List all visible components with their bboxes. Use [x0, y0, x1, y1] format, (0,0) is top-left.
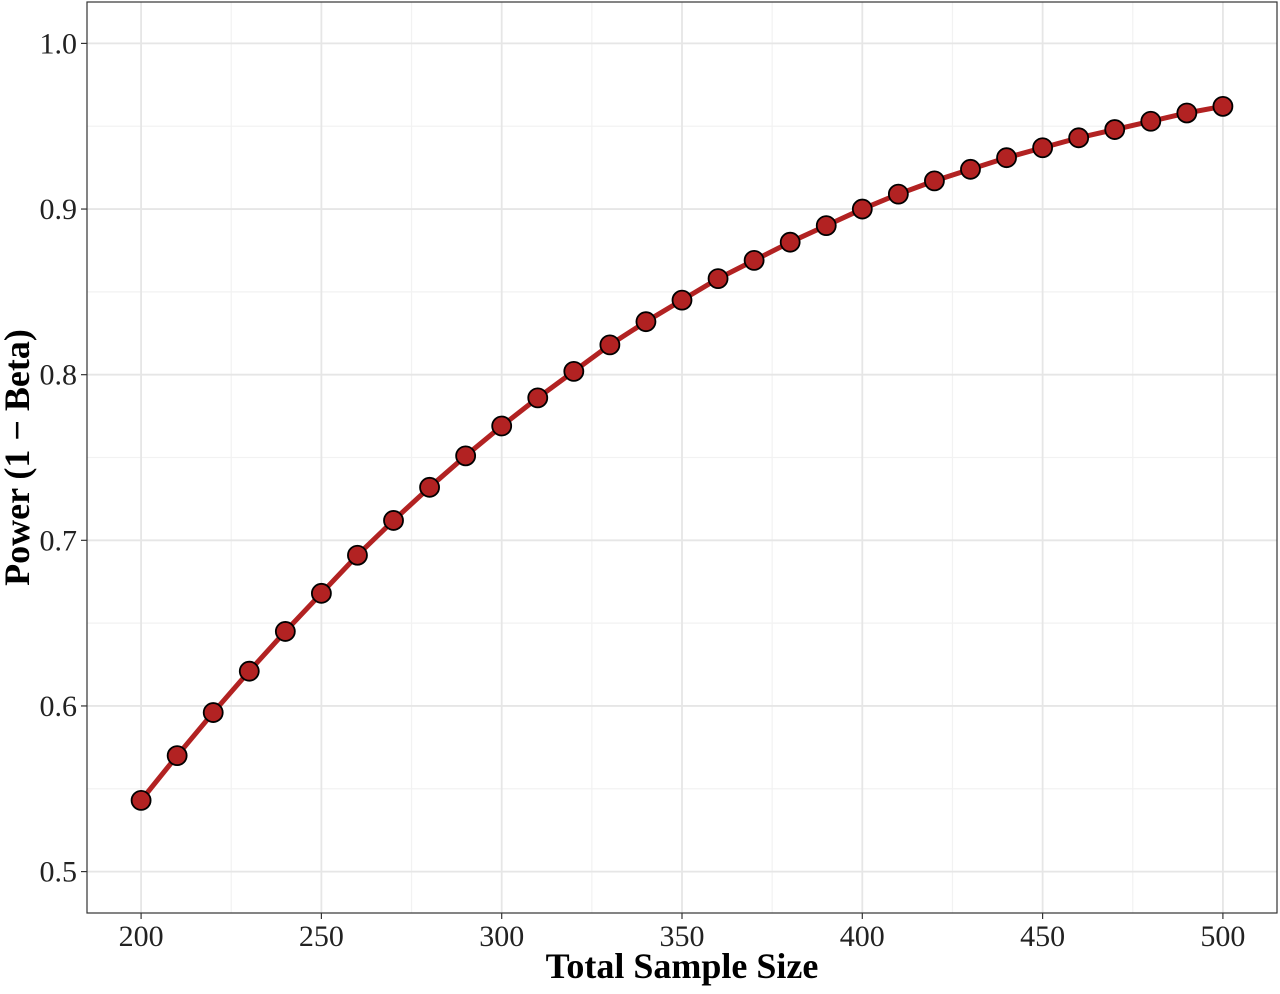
x-axis-ticks: 200 250 300 350 400 450 500	[119, 913, 1245, 953]
data-point	[274, 621, 296, 642]
y-tick-label: 1.0	[40, 27, 78, 60]
data-point	[924, 170, 945, 192]
y-tick-label: 0.8	[40, 359, 78, 392]
data-point	[455, 445, 477, 467]
data-point	[887, 183, 909, 205]
data-point	[238, 660, 260, 682]
major-gridlines	[87, 2, 1277, 913]
x-tick-label: 300	[479, 920, 524, 953]
x-axis-title: Total Sample Size	[546, 946, 819, 986]
data-point	[383, 510, 404, 531]
data-point	[743, 249, 765, 271]
data-point	[310, 582, 332, 604]
data-point	[1176, 102, 1198, 124]
data-point	[671, 289, 693, 311]
data-point	[815, 215, 837, 237]
data-point	[527, 387, 549, 409]
data-point	[347, 544, 368, 566]
y-axis-title: Power (1 − Beta)	[0, 329, 37, 586]
data-point	[1104, 119, 1126, 140]
data-point	[563, 360, 585, 382]
data-point	[202, 702, 224, 723]
data-point	[1032, 137, 1054, 159]
data-point	[960, 158, 981, 180]
data-point	[166, 745, 188, 767]
series-layer	[130, 95, 1234, 811]
data-point	[1212, 95, 1234, 117]
y-tick-label: 0.7	[40, 524, 78, 557]
data-point	[1068, 127, 1090, 149]
data-point	[996, 147, 1017, 169]
data-point	[635, 311, 657, 333]
data-point	[130, 789, 152, 811]
x-tick-label: 450	[1020, 920, 1065, 953]
x-tick-label: 400	[840, 920, 885, 953]
y-tick-label: 0.6	[40, 690, 78, 723]
y-tick-label: 0.9	[40, 193, 78, 226]
data-point	[599, 334, 621, 356]
data-point	[1140, 110, 1162, 132]
y-tick-label: 0.5	[40, 856, 78, 889]
data-point	[851, 198, 873, 220]
x-tick-label: 500	[1200, 920, 1245, 953]
data-point	[779, 231, 801, 253]
data-point	[707, 268, 729, 290]
x-tick-label: 200	[119, 920, 164, 953]
x-tick-label: 350	[660, 920, 705, 953]
data-point	[419, 476, 440, 498]
y-axis-ticks: 0.5 0.6 0.7 0.8 0.9 1.0	[40, 27, 87, 889]
x-tick-label: 250	[299, 920, 344, 953]
data-point	[491, 415, 513, 437]
